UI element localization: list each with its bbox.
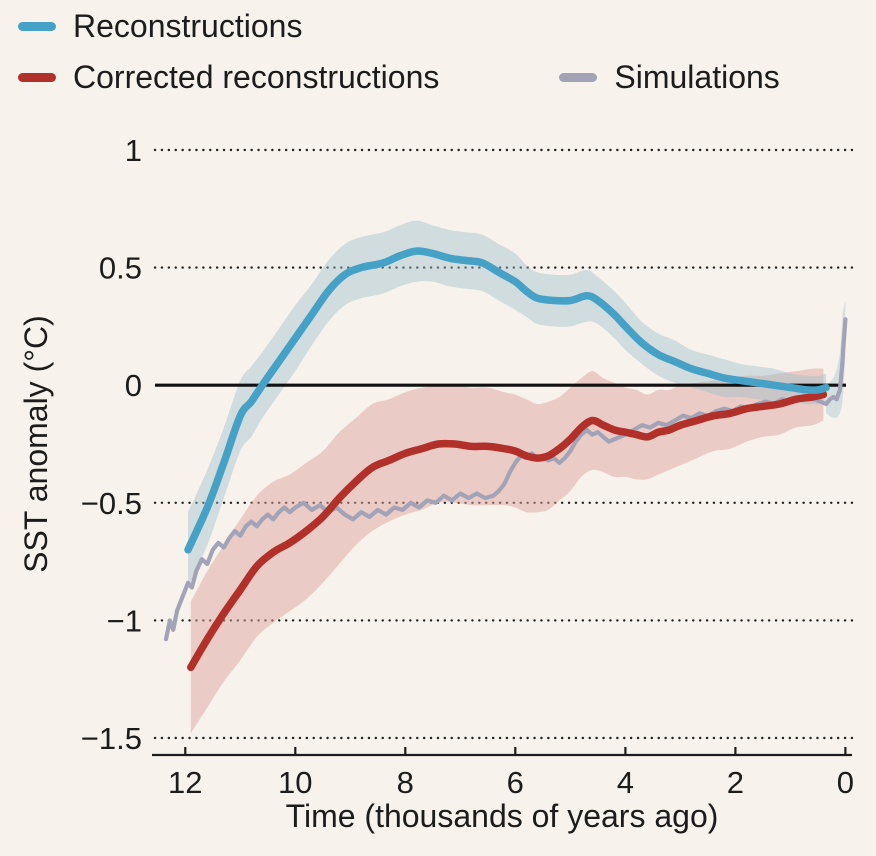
- x-axis-title: Time (thousands of years ago): [285, 798, 719, 834]
- x-tick-label: 6: [507, 765, 524, 800]
- bands: [188, 220, 846, 734]
- y-tick-label: −0.5: [81, 486, 142, 521]
- y-tick-label: −1.5: [81, 721, 142, 756]
- series-line-corrected-reconstructions: [187, 390, 828, 672]
- series-line-reconstructions: [184, 247, 830, 554]
- uncertainty-band: [188, 220, 827, 588]
- y-tick-label: 1: [125, 133, 142, 168]
- x-tick-label: 12: [168, 765, 202, 800]
- series-lines: [163, 247, 848, 672]
- reconstructions-label: Reconstructions: [73, 8, 303, 44]
- reconstructions-swatch-icon: [18, 21, 56, 31]
- legend-item-corrected-reconstructions: Corrected reconstructions: [18, 59, 439, 96]
- x-tick-label: 0: [837, 765, 854, 800]
- x-tick-label: 8: [397, 765, 414, 800]
- y-tick-label: 0: [125, 368, 142, 403]
- uncertainty-band: [190, 368, 824, 734]
- legend-item-simulations: Simulations: [559, 58, 780, 96]
- simulations-label: Simulations: [614, 58, 780, 95]
- tick-labels: 1 0.5 0 −0.5 −1 −1.5 12 10 8 6 4 2 0: [81, 133, 854, 800]
- x-axis: [152, 747, 852, 757]
- simulations-swatch-icon: [559, 72, 598, 82]
- x-tick-label: 2: [727, 765, 744, 800]
- legend-row-1: Reconstructions: [18, 8, 780, 45]
- legend-item-reconstructions: Reconstructions: [18, 8, 302, 45]
- corrected-reconstructions-swatch-icon: [18, 72, 56, 82]
- corrected-reconstructions-label: Corrected reconstructions: [73, 58, 440, 95]
- x-tick-label: 4: [617, 765, 634, 800]
- legend-row-2: Corrected reconstructions Simulations: [18, 59, 780, 96]
- y-tick-label: 0.5: [99, 251, 142, 286]
- legend: Reconstructions Corrected reconstruction…: [18, 8, 780, 96]
- y-tick-label: −1: [107, 603, 142, 638]
- x-tick-label: 10: [278, 765, 312, 800]
